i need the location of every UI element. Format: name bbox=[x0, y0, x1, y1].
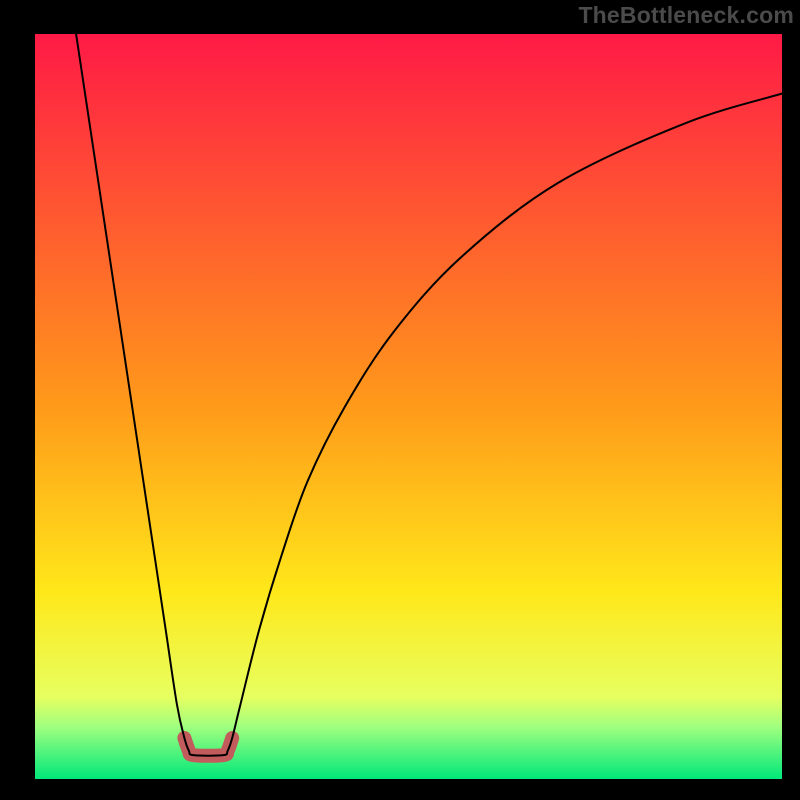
bottleneck-curve bbox=[76, 34, 782, 756]
watermark: TheBottleneck.com bbox=[578, 2, 794, 29]
chart-svg bbox=[0, 0, 800, 800]
frame: TheBottleneck.com bbox=[0, 0, 800, 800]
curve-highlight bbox=[184, 738, 232, 756]
